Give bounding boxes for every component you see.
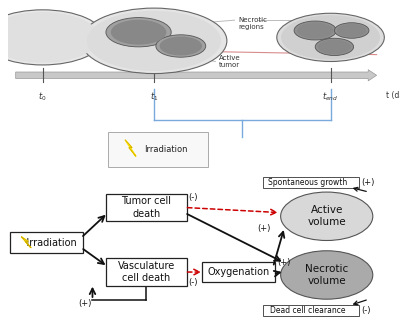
FancyBboxPatch shape — [263, 305, 359, 316]
Text: (+): (+) — [277, 258, 290, 267]
Text: (-): (-) — [188, 278, 198, 287]
Circle shape — [315, 38, 354, 56]
Text: Necrotic
volume: Necrotic volume — [305, 264, 348, 286]
Text: Vasculature
cell death: Vasculature cell death — [118, 261, 175, 283]
Circle shape — [294, 21, 336, 40]
Text: Tumor cell
death: Tumor cell death — [121, 196, 171, 219]
Circle shape — [156, 35, 206, 57]
Ellipse shape — [281, 192, 373, 241]
Text: t (days): t (days) — [386, 91, 400, 100]
FancyBboxPatch shape — [263, 177, 359, 188]
FancyArrow shape — [16, 70, 377, 81]
Text: (+): (+) — [361, 178, 375, 187]
Circle shape — [281, 15, 380, 60]
Text: $t_0$: $t_0$ — [38, 91, 47, 103]
Text: (+): (+) — [258, 224, 271, 233]
Text: Active
tumor: Active tumor — [219, 55, 241, 68]
Text: (-): (-) — [361, 306, 371, 315]
Circle shape — [81, 8, 227, 74]
Text: $t_{end}$: $t_{end}$ — [322, 91, 339, 103]
Text: $t_1$: $t_1$ — [150, 91, 158, 103]
Text: Spontaneous growth: Spontaneous growth — [268, 178, 347, 187]
Polygon shape — [125, 140, 136, 156]
FancyBboxPatch shape — [202, 262, 275, 282]
Text: Active
volume: Active volume — [308, 205, 346, 227]
Circle shape — [334, 23, 369, 38]
Polygon shape — [22, 237, 31, 248]
FancyBboxPatch shape — [106, 194, 186, 221]
Circle shape — [0, 10, 104, 65]
Circle shape — [337, 24, 366, 37]
Text: Oxygenation: Oxygenation — [207, 267, 270, 277]
FancyBboxPatch shape — [108, 132, 208, 167]
Text: Irradiation: Irradiation — [16, 238, 76, 248]
Text: (-): (-) — [188, 193, 198, 202]
Ellipse shape — [281, 251, 373, 299]
Circle shape — [0, 12, 99, 63]
Text: Dead cell clearance: Dead cell clearance — [270, 306, 345, 315]
FancyBboxPatch shape — [106, 258, 186, 286]
Circle shape — [106, 18, 171, 47]
Circle shape — [87, 11, 221, 71]
FancyBboxPatch shape — [10, 233, 83, 253]
Circle shape — [160, 36, 202, 56]
Circle shape — [277, 13, 384, 62]
Circle shape — [111, 20, 166, 45]
Text: Irradiation: Irradiation — [144, 145, 187, 154]
Circle shape — [297, 22, 333, 39]
Text: Necrotic
regions: Necrotic regions — [238, 17, 267, 30]
Text: (+): (+) — [78, 299, 92, 308]
Circle shape — [318, 40, 351, 54]
